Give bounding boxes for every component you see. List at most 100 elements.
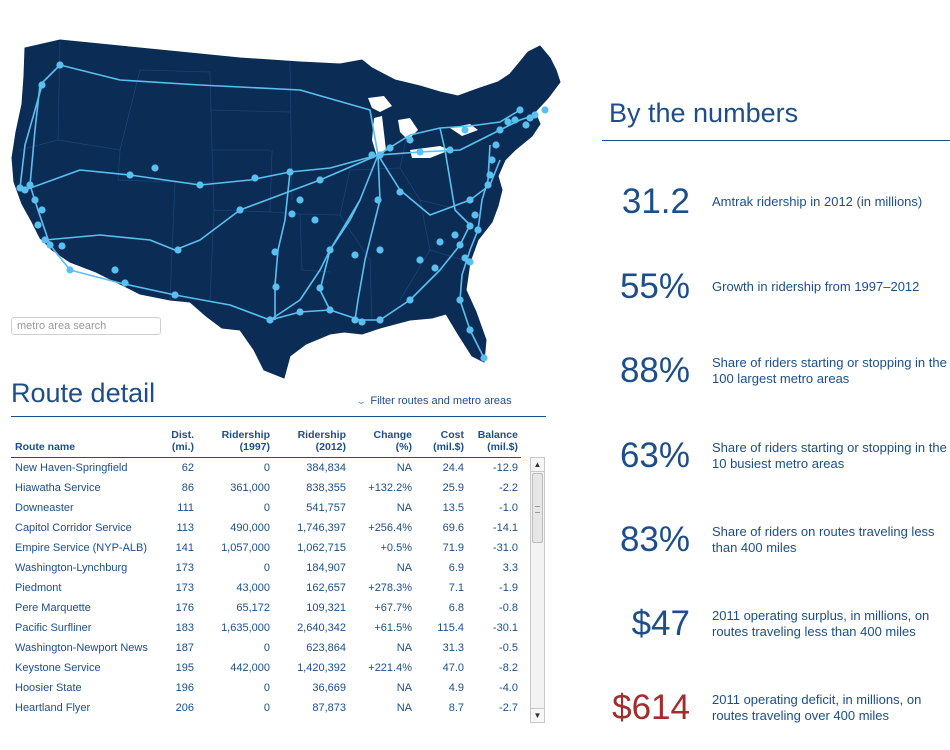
table-row[interactable]: Pere Marquette 176 65,172 109,321 +67.7% 6.8 -… <box>11 598 521 618</box>
station-markers[interactable] <box>16 61 549 362</box>
station-marker[interactable] <box>516 106 524 114</box>
station-marker[interactable] <box>406 136 414 144</box>
station-marker[interactable] <box>34 221 42 229</box>
station-marker[interactable] <box>288 210 296 218</box>
col-header-route-name[interactable]: Route name <box>11 425 161 458</box>
table-row[interactable]: Empire Service (NYP-ALB) 141 1,057,000 1,06… <box>11 538 521 558</box>
station-marker[interactable] <box>431 264 439 272</box>
table-row[interactable]: Pacific Surfliner 183 1,635,000 2,640,342 +6… <box>11 618 521 638</box>
station-marker[interactable] <box>456 296 464 304</box>
station-marker[interactable] <box>236 206 244 214</box>
station-marker[interactable] <box>266 316 274 324</box>
station-marker[interactable] <box>296 308 304 316</box>
station-marker[interactable] <box>466 258 474 266</box>
station-marker[interactable] <box>496 126 504 134</box>
table-row[interactable]: New Haven-Springfield 62 0 384,834 NA 24.4 -12… <box>11 458 521 479</box>
station-marker[interactable] <box>406 296 414 304</box>
station-marker[interactable] <box>358 318 366 326</box>
station-marker[interactable] <box>396 188 404 196</box>
col-header-change[interactable]: Change (%) <box>349 425 415 458</box>
station-marker[interactable] <box>196 181 204 189</box>
station-marker[interactable] <box>374 196 382 204</box>
station-marker[interactable] <box>351 251 359 259</box>
station-marker[interactable] <box>480 354 488 362</box>
col-header-distance[interactable]: Dist. (mi.) <box>161 425 197 458</box>
col-header-ridership-2012[interactable]: Ridership (2012) <box>273 425 349 458</box>
station-marker[interactable] <box>511 116 519 124</box>
scroll-down-arrow-icon[interactable]: ▼ <box>531 708 544 722</box>
station-marker[interactable] <box>484 181 492 189</box>
station-marker[interactable] <box>376 151 384 159</box>
scroll-up-arrow-icon[interactable]: ▲ <box>531 458 544 472</box>
station-marker[interactable] <box>311 216 319 224</box>
station-marker[interactable] <box>286 168 294 176</box>
station-marker[interactable] <box>492 141 500 149</box>
station-marker[interactable] <box>174 246 182 254</box>
station-marker[interactable] <box>121 279 129 287</box>
station-marker[interactable] <box>416 256 424 264</box>
station-marker[interactable] <box>21 186 29 194</box>
station-marker[interactable] <box>461 254 469 262</box>
station-marker[interactable] <box>451 231 459 239</box>
table-row[interactable]: Heartland Flyer 206 0 87,873 NA 8.7 -2.7 <box>11 698 521 718</box>
station-marker[interactable] <box>38 206 46 214</box>
scrollbar-thumb[interactable] <box>532 473 543 543</box>
station-marker[interactable] <box>126 171 134 179</box>
col-header-balance[interactable]: Balance (mil.$) <box>467 425 521 458</box>
station-marker[interactable] <box>251 174 259 182</box>
station-marker[interactable] <box>31 196 39 204</box>
filter-routes-toggle[interactable]: ⌄ Filter routes and metro areas <box>356 395 512 407</box>
station-marker[interactable] <box>272 283 280 291</box>
station-marker[interactable] <box>541 106 549 114</box>
station-marker[interactable] <box>376 316 384 324</box>
station-marker[interactable] <box>466 222 474 230</box>
station-marker[interactable] <box>456 241 464 249</box>
table-row[interactable]: Downeaster 111 0 541,757 NA 13.5 -1.0 <box>11 498 521 518</box>
station-marker[interactable] <box>466 326 474 334</box>
station-marker[interactable] <box>171 291 179 299</box>
table-row[interactable]: Hiawatha Service 86 361,000 838,355 +132.2% 2… <box>11 478 521 498</box>
table-row[interactable]: Washington-Newport News 187 0 623,864 NA 31.3… <box>11 638 521 658</box>
metro-area-search-input[interactable] <box>11 317 161 335</box>
station-marker[interactable] <box>316 176 324 184</box>
station-marker[interactable] <box>474 226 482 234</box>
station-marker[interactable] <box>446 146 454 154</box>
station-marker[interactable] <box>58 242 66 250</box>
table-row[interactable]: Washington-Lynchburg 173 0 184,907 NA 6.9 3.3 <box>11 558 521 578</box>
us-route-map[interactable] <box>0 30 575 390</box>
station-marker[interactable] <box>271 248 279 256</box>
station-marker[interactable] <box>504 118 512 126</box>
station-marker[interactable] <box>351 316 359 324</box>
route-table-viewport[interactable]: Route name Dist. (mi.) Ridership (1997) Ri… <box>11 425 521 730</box>
station-marker[interactable] <box>111 266 119 274</box>
station-marker[interactable] <box>326 246 334 254</box>
col-header-ridership-1997[interactable]: Ridership (1997) <box>197 425 273 458</box>
station-marker[interactable] <box>326 306 334 314</box>
station-marker[interactable] <box>436 238 444 246</box>
station-marker[interactable] <box>416 148 424 156</box>
station-marker[interactable] <box>461 126 469 134</box>
station-marker[interactable] <box>41 236 49 244</box>
station-marker[interactable] <box>46 241 54 249</box>
station-marker[interactable] <box>26 181 34 189</box>
station-marker[interactable] <box>368 151 376 159</box>
station-marker[interactable] <box>531 111 539 119</box>
station-marker[interactable] <box>471 211 479 219</box>
station-marker[interactable] <box>488 156 496 164</box>
station-marker[interactable] <box>522 121 530 129</box>
table-row[interactable]: Capitol Corridor Service 113 490,000 1,746,… <box>11 518 521 538</box>
table-row[interactable]: Hoosier State 196 0 36,669 NA 4.9 -4.0 <box>11 678 521 698</box>
table-row[interactable]: Piedmont 173 43,000 162,657 +278.3% 7.1 -1.9 <box>11 578 521 598</box>
table-row[interactable]: Keystone Service 195 442,000 1,420,392 +221.… <box>11 658 521 678</box>
station-marker[interactable] <box>376 246 384 254</box>
route-table-scrollbar[interactable]: ▲ ▼ <box>530 457 545 723</box>
station-marker[interactable] <box>386 144 394 152</box>
station-marker[interactable] <box>66 266 74 274</box>
station-marker[interactable] <box>316 284 324 292</box>
station-marker[interactable] <box>151 164 159 172</box>
station-marker[interactable] <box>466 196 474 204</box>
col-header-cost[interactable]: Cost (mil.$) <box>415 425 467 458</box>
station-marker[interactable] <box>38 81 46 89</box>
station-marker[interactable] <box>56 61 64 69</box>
station-marker[interactable] <box>486 171 494 179</box>
